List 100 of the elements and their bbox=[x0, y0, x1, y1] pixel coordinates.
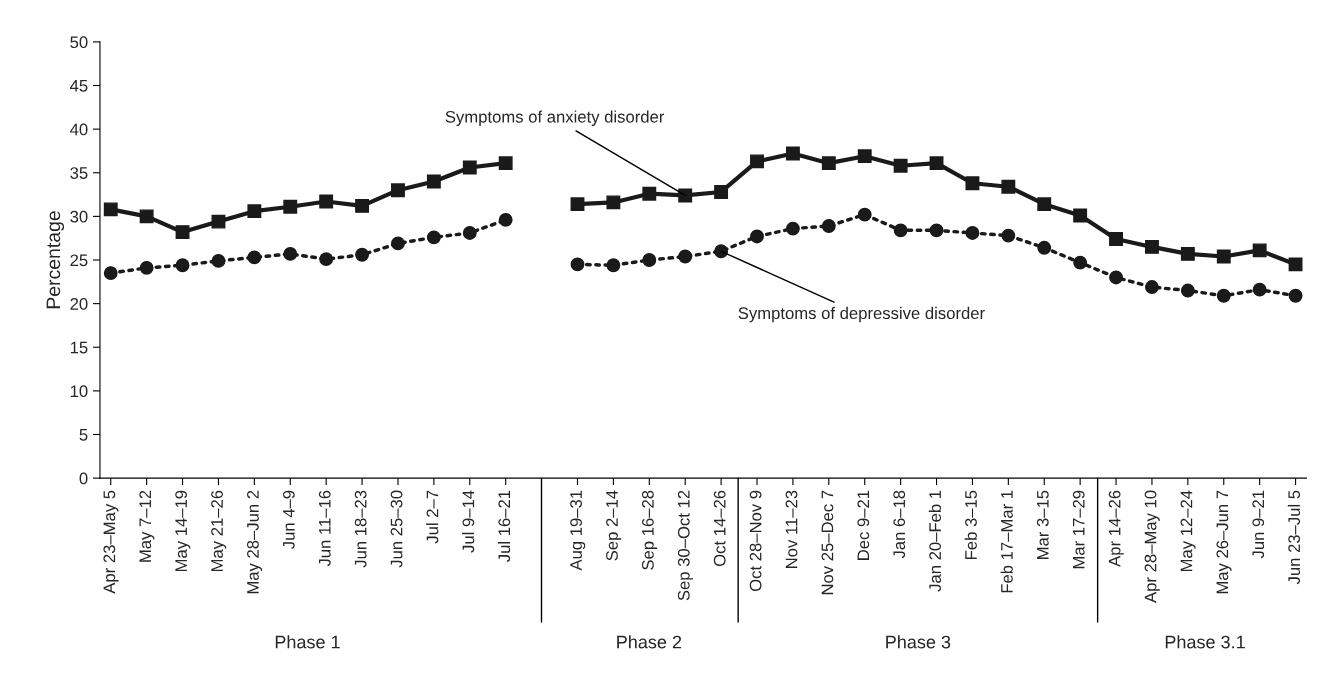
x-tick-label: Nov 11–23 bbox=[785, 490, 798, 568]
point bbox=[391, 236, 405, 251]
point bbox=[211, 214, 226, 229]
point bbox=[714, 185, 729, 199]
x-tick-label: Apr 23–May 5 bbox=[103, 490, 119, 594]
point bbox=[965, 176, 980, 191]
point bbox=[283, 199, 298, 214]
point bbox=[247, 250, 262, 265]
point bbox=[103, 202, 118, 217]
point bbox=[319, 194, 334, 209]
y-axis-title: Percentage bbox=[46, 211, 65, 309]
point bbox=[821, 219, 836, 233]
x-tick-label: May 26–Jun 7 bbox=[1216, 490, 1232, 594]
point bbox=[714, 244, 729, 259]
point bbox=[1252, 243, 1267, 258]
point bbox=[175, 225, 190, 240]
point bbox=[1145, 280, 1159, 294]
x-tick-label: Oct 28–Nov 9 bbox=[749, 490, 762, 592]
y-tick-label: 0 bbox=[79, 472, 88, 485]
point bbox=[103, 266, 118, 281]
x-tick-label: May 28–Jun 2 bbox=[247, 490, 263, 594]
x-tick-label: Jun 4–9 bbox=[282, 490, 295, 549]
x-tick-label: May 21–26 bbox=[211, 490, 227, 572]
point bbox=[1073, 208, 1088, 223]
x-tick-label: Jun 25–30 bbox=[390, 490, 403, 568]
x-tick-label: Sep 30–Oct 12 bbox=[677, 490, 693, 601]
x-tick-label: Oct 14–26 bbox=[713, 490, 726, 567]
point bbox=[1001, 228, 1016, 243]
point bbox=[139, 260, 154, 275]
point bbox=[175, 258, 190, 273]
point bbox=[929, 223, 944, 238]
point bbox=[785, 146, 800, 161]
point bbox=[965, 226, 980, 240]
x-tick-label: Jan 20–Feb 1 bbox=[928, 490, 942, 592]
point bbox=[857, 207, 872, 222]
point bbox=[750, 154, 764, 169]
x-tick-label: Jun 18–23 bbox=[354, 490, 367, 568]
point bbox=[1001, 179, 1016, 194]
point bbox=[678, 188, 693, 203]
y-tick-label: 15 bbox=[70, 341, 88, 354]
x-tick-label: May 7–12 bbox=[139, 490, 155, 562]
point bbox=[893, 158, 908, 173]
y-tick-label: 30 bbox=[70, 210, 88, 223]
point bbox=[570, 197, 585, 212]
point bbox=[821, 156, 836, 171]
y-tick-label: 35 bbox=[70, 167, 88, 179]
point bbox=[606, 195, 621, 210]
x-tick-label: Feb 3–15 bbox=[964, 490, 977, 559]
x-tick-label: Apr 14–26 bbox=[1108, 490, 1124, 567]
x-tick-label: Jun 9–21 bbox=[1252, 490, 1265, 559]
point bbox=[678, 249, 693, 264]
x-tick-label: Aug 19–31 bbox=[570, 490, 586, 571]
point bbox=[498, 156, 513, 171]
x-tick-label: Sep 2–14 bbox=[606, 490, 622, 561]
x-tick-label: Jul 2–7 bbox=[426, 490, 439, 544]
point bbox=[1216, 249, 1231, 264]
point bbox=[606, 258, 621, 273]
point bbox=[319, 252, 334, 267]
point bbox=[139, 209, 154, 224]
x-tick-label: Sep 16–28 bbox=[641, 490, 658, 570]
point bbox=[462, 226, 477, 240]
y-tick-label: 5 bbox=[79, 429, 88, 441]
annotation: Symptoms of anxiety disorder bbox=[445, 110, 665, 126]
point bbox=[570, 257, 585, 272]
x-tick-label: Jun 23–Jul 5 bbox=[1287, 490, 1301, 585]
x-tick-label: Mar 3–15 bbox=[1036, 490, 1049, 559]
y-tick-label: 20 bbox=[70, 298, 88, 310]
point bbox=[283, 246, 298, 261]
point bbox=[1180, 283, 1195, 298]
point bbox=[893, 223, 908, 238]
text: Phase 2 bbox=[617, 635, 682, 649]
point bbox=[1037, 197, 1052, 212]
point bbox=[1252, 282, 1267, 297]
point bbox=[1073, 255, 1088, 270]
point bbox=[1145, 239, 1159, 254]
point bbox=[1037, 240, 1052, 255]
point bbox=[1288, 288, 1303, 303]
point bbox=[426, 174, 441, 189]
point bbox=[642, 253, 657, 267]
x-tick-label: Dec 9–21 bbox=[857, 490, 870, 560]
x-tick-label: Jul 9–14 bbox=[462, 490, 475, 553]
point bbox=[426, 230, 441, 245]
point bbox=[1180, 246, 1195, 261]
point bbox=[785, 221, 800, 236]
point bbox=[1109, 232, 1123, 247]
x-tick-label: Apr 28–May 10 bbox=[1144, 490, 1160, 603]
point bbox=[857, 149, 872, 164]
y-tick-label: 50 bbox=[70, 36, 88, 49]
x-tick-label: Jan 6–18 bbox=[893, 490, 906, 559]
x-tick-label: Nov 25–Dec 7 bbox=[821, 490, 834, 595]
point bbox=[211, 253, 226, 268]
y-tick-label: 25 bbox=[70, 254, 88, 267]
point bbox=[929, 156, 944, 171]
y-tick-label: 40 bbox=[70, 123, 88, 136]
x-tick-label: Feb 17–Mar 1 bbox=[1000, 490, 1013, 593]
point bbox=[462, 160, 477, 175]
point bbox=[750, 229, 764, 244]
x-tick-label: Mar 17–29 bbox=[1072, 490, 1085, 569]
x-tick-label: Jun 11–16 bbox=[318, 490, 331, 567]
x-tick-label: May 12–24 bbox=[1180, 490, 1196, 572]
